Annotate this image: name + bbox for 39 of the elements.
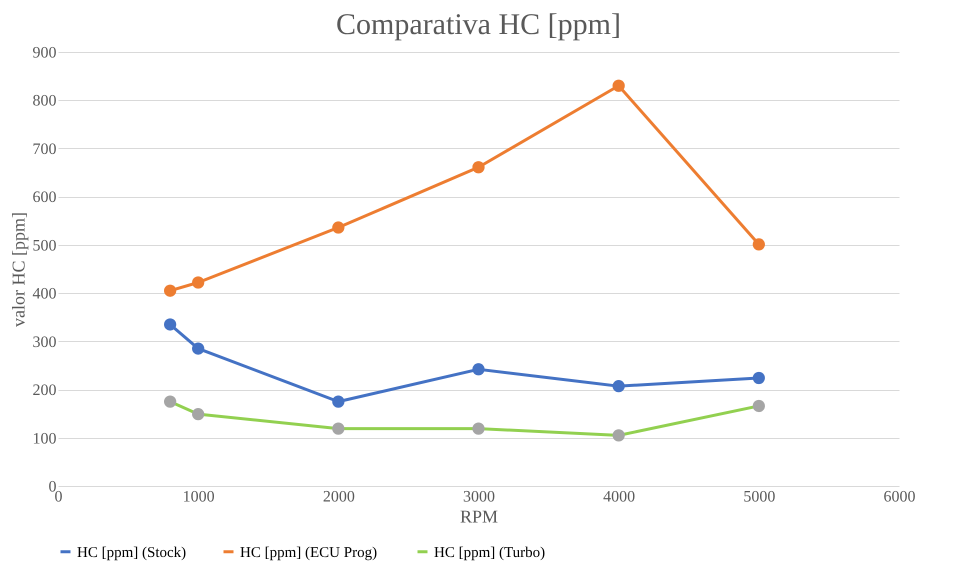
point bbox=[192, 276, 204, 289]
x-tick-label: 5000 bbox=[743, 488, 776, 506]
chart-title: Comparativa HC [ppm] bbox=[336, 8, 621, 41]
point bbox=[332, 422, 344, 435]
point bbox=[752, 238, 765, 251]
point bbox=[752, 372, 765, 384]
y-tick-label: 900 bbox=[32, 44, 56, 62]
y-tick-label: 600 bbox=[32, 189, 56, 206]
x-tick-label: 4000 bbox=[603, 488, 636, 506]
point bbox=[192, 342, 204, 355]
y-tick-label: 700 bbox=[32, 140, 56, 158]
point bbox=[332, 221, 344, 234]
point bbox=[612, 429, 625, 442]
point bbox=[612, 80, 625, 92]
point bbox=[164, 318, 176, 331]
y-tick-label: 800 bbox=[32, 92, 56, 110]
legend-label: HC [ppm] (Turbo) bbox=[434, 544, 546, 561]
point bbox=[472, 161, 485, 174]
y-tick-label: 200 bbox=[32, 382, 56, 400]
y-tick-label: 500 bbox=[32, 237, 56, 254]
point bbox=[612, 380, 625, 392]
legend-label: HC [ppm] (ECU Prog) bbox=[240, 544, 378, 561]
x-tick-label: 3000 bbox=[463, 488, 495, 506]
x-tick-label: 6000 bbox=[884, 488, 916, 506]
x-axis-title: RPM bbox=[460, 506, 498, 526]
legend-label: HC [ppm] (Stock) bbox=[77, 544, 186, 561]
point bbox=[752, 400, 765, 412]
point bbox=[192, 408, 204, 420]
point bbox=[164, 284, 176, 297]
y-tick-label: 300 bbox=[32, 334, 56, 351]
point bbox=[472, 422, 485, 435]
y-axis-title: valor HC [ppm] bbox=[8, 212, 28, 327]
point bbox=[332, 396, 344, 408]
point bbox=[472, 363, 485, 376]
x-tick-label: 2000 bbox=[322, 488, 355, 506]
x-tick-label: 1000 bbox=[182, 488, 215, 506]
y-tick-label: 100 bbox=[32, 430, 56, 448]
y-tick-label: 400 bbox=[32, 286, 56, 303]
point bbox=[164, 396, 176, 408]
